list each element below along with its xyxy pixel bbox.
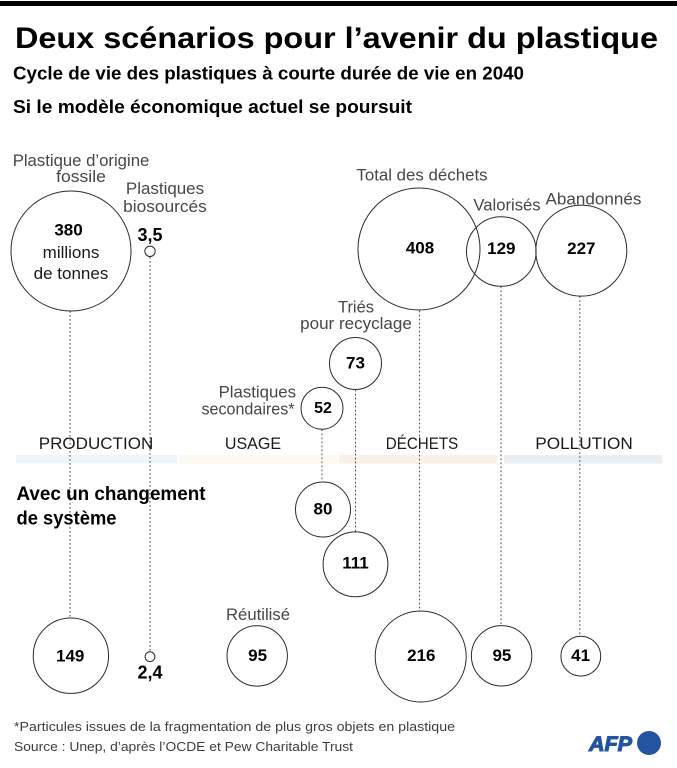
- svg-text:Si le modèle économique actuel: Si le modèle économique actuel se poursu…: [13, 97, 412, 117]
- svg-text:Cycle de vie des plastiques à: Cycle de vie des plastiques à courte dur…: [13, 64, 524, 84]
- svg-text:95: 95: [248, 646, 267, 665]
- svg-text:fossile: fossile: [56, 167, 106, 186]
- svg-text:52: 52: [314, 400, 332, 417]
- svg-text:227: 227: [567, 239, 595, 258]
- svg-text:149: 149: [56, 646, 84, 665]
- svg-text:Avec un changement: Avec un changement: [17, 484, 207, 505]
- svg-text:USAGE: USAGE: [225, 434, 281, 453]
- svg-text:millions: millions: [43, 243, 100, 262]
- svg-text:41: 41: [571, 646, 590, 665]
- svg-text:pour recyclage: pour recyclage: [300, 314, 412, 333]
- svg-text:de système: de système: [17, 508, 117, 529]
- svg-text:2,4: 2,4: [137, 662, 162, 682]
- svg-text:73: 73: [346, 353, 365, 372]
- svg-text:216: 216: [407, 646, 435, 665]
- svg-text:Total des déchets: Total des déchets: [356, 166, 487, 185]
- svg-text:Triés: Triés: [338, 298, 374, 317]
- svg-text:380: 380: [54, 220, 82, 239]
- svg-text:3,5: 3,5: [137, 225, 162, 245]
- svg-text:Source : Unep, d’après l’OCDE: Source : Unep, d’après l’OCDE et Pew Cha…: [14, 739, 353, 754]
- svg-text:Plastiques: Plastiques: [126, 179, 204, 198]
- svg-text:Plastiques: Plastiques: [219, 383, 296, 402]
- svg-text:111: 111: [342, 554, 369, 573]
- svg-text:Valorisés: Valorisés: [473, 196, 540, 215]
- svg-text:secondaires*: secondaires*: [202, 400, 295, 419]
- svg-text:Deux scénarios pour l’avenir d: Deux scénarios pour l’avenir du plastiqu…: [15, 22, 658, 55]
- svg-text:Réutilisé: Réutilisé: [226, 605, 290, 624]
- svg-text:PRODUCTION: PRODUCTION: [39, 434, 154, 453]
- svg-text:POLLUTION: POLLUTION: [535, 434, 633, 453]
- svg-text:Plastique d’origine: Plastique d’origine: [13, 151, 150, 170]
- svg-text:DÉCHETS: DÉCHETS: [386, 434, 459, 453]
- svg-text:*Particules issues de la fragm: *Particules issues de la fragmentation d…: [14, 719, 455, 734]
- svg-text:Abandonnés: Abandonnés: [546, 190, 642, 209]
- svg-text:408: 408: [406, 238, 434, 257]
- svg-text:95: 95: [492, 646, 511, 665]
- svg-text:129: 129: [487, 239, 515, 258]
- svg-text:biosourcés: biosourcés: [123, 197, 207, 216]
- svg-text:80: 80: [314, 499, 333, 518]
- svg-text:AFP: AFP: [588, 733, 633, 756]
- svg-text:de tonnes: de tonnes: [34, 264, 109, 283]
